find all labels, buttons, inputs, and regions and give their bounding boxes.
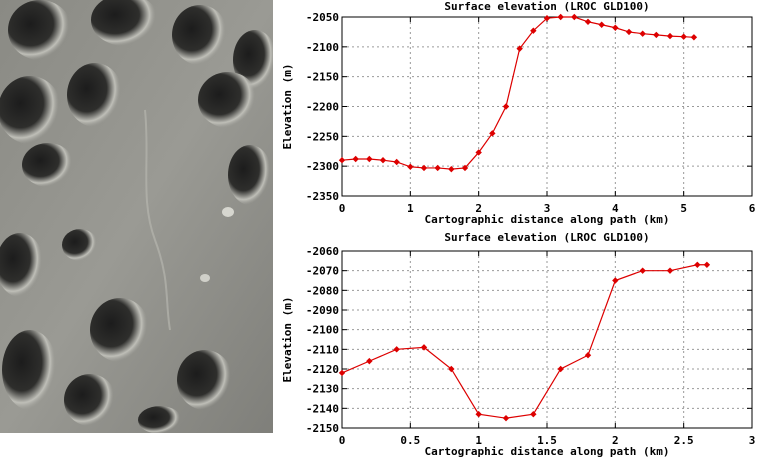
y-tick-label: -2140 (306, 402, 339, 415)
x-tick-label: 0 (339, 434, 346, 447)
x-tick-label: 4 (612, 202, 619, 215)
data-point (407, 163, 414, 170)
data-point (502, 414, 510, 422)
y-axis-label: Elevation (m) (281, 63, 294, 149)
x-tick-label: 6 (749, 202, 756, 215)
y-tick-label: -2300 (306, 160, 339, 173)
data-point (366, 155, 373, 163)
data-point (475, 149, 482, 156)
data-point (680, 33, 687, 40)
data-point (612, 24, 619, 31)
y-tick-label: -2060 (306, 245, 339, 258)
y-tick-label: -2070 (306, 265, 339, 278)
series-line (341, 264, 707, 419)
data-point (653, 31, 660, 39)
y-tick-label: -2120 (306, 363, 339, 376)
elevation-chart-bottom: 0 0.5 1 1.5 2 2.5 3 -2150 -2140 -2130 -2120 -2110 -2… (281, 231, 756, 458)
data-point (639, 267, 646, 274)
data-point (625, 28, 633, 36)
x-tick-label: 1.5 (537, 434, 557, 447)
data-point (690, 34, 698, 41)
data-point (543, 14, 551, 22)
data-point (420, 164, 428, 172)
data-point (379, 157, 387, 164)
x-tick-label: 2 (475, 202, 482, 215)
data-point (584, 18, 592, 25)
data-point (612, 277, 619, 284)
data-point (448, 365, 455, 373)
data-point (571, 13, 578, 21)
x-tick-label: 5 (680, 202, 687, 215)
lunar-surface-image (0, 0, 273, 433)
data-point (338, 157, 346, 164)
data-point (557, 365, 564, 373)
x-tick-label: 3 (749, 434, 756, 447)
data-point (393, 346, 400, 353)
data-point (639, 30, 646, 37)
x-tick-label: 2 (612, 434, 619, 447)
chart-title: Surface elevation (LROC GLD100) (444, 231, 649, 244)
y-tick-label: -2100 (306, 41, 339, 54)
y-tick-label: -2110 (306, 343, 339, 356)
data-point (598, 21, 605, 28)
data-point (703, 261, 711, 268)
data-point (448, 165, 455, 173)
data-point (420, 344, 428, 351)
y-tick-label: -2150 (306, 422, 339, 435)
x-tick-label: 0 (339, 202, 346, 215)
x-tick-label: 1 (475, 434, 482, 447)
y-tick-label: -2200 (306, 101, 339, 114)
elevation-chart-top: 0 1 2 3 4 5 6 -2350 -2300 -2250 -2200 -2150 -2100 -20… (281, 0, 756, 226)
chart-title: Surface elevation (LROC GLD100) (444, 0, 649, 13)
data-point (502, 103, 510, 110)
data-point (434, 164, 441, 172)
x-tick-label: 0.5 (400, 434, 420, 447)
y-tick-label: -2090 (306, 304, 339, 317)
data-point (461, 164, 469, 172)
series-line (341, 16, 694, 170)
data-point (475, 411, 482, 418)
y-tick-label: -2080 (306, 284, 339, 297)
x-tick-label: 2.5 (674, 434, 694, 447)
data-point (489, 130, 496, 137)
y-tick-label: -2100 (306, 324, 339, 337)
data-point (530, 411, 537, 418)
data-point (666, 267, 674, 274)
data-point (352, 155, 359, 163)
data-point (557, 13, 564, 21)
data-point (694, 261, 701, 268)
y-axis-label: Elevation (m) (281, 296, 294, 382)
data-point (366, 357, 373, 365)
y-tick-label: -2130 (306, 383, 339, 396)
data-point (666, 32, 674, 40)
x-axis-label: Cartographic distance along path (km) (424, 213, 669, 226)
data-point (393, 158, 400, 166)
x-tick-label: 1 (407, 202, 414, 215)
x-axis-label: Cartographic distance along path (km) (424, 445, 669, 458)
y-tick-label: -2050 (306, 11, 339, 24)
y-tick-label: -2150 (306, 71, 339, 84)
x-tick-label: 3 (544, 202, 551, 215)
y-tick-label: -2350 (306, 190, 339, 203)
data-point (338, 369, 346, 377)
y-tick-label: -2250 (306, 130, 339, 143)
data-point (584, 352, 592, 359)
